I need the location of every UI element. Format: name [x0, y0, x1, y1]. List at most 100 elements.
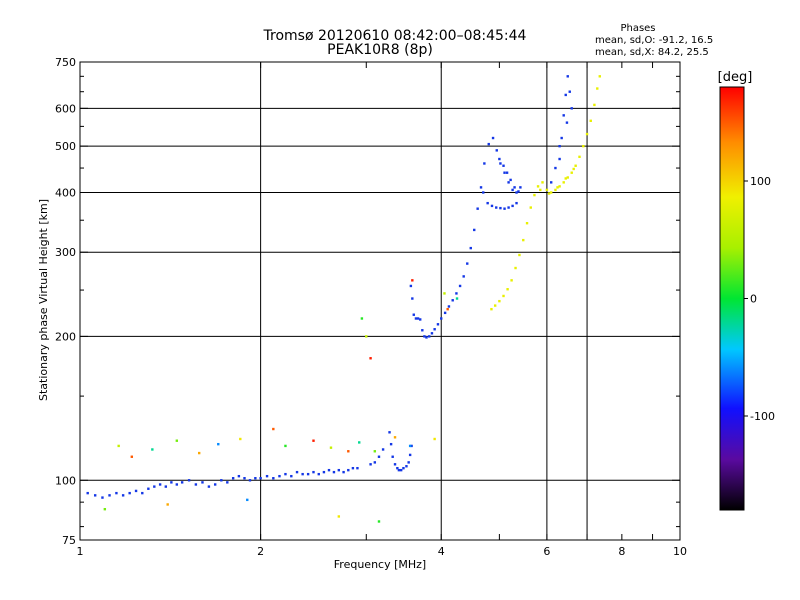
- scatter-point: [166, 503, 169, 506]
- o-mode-point: [381, 448, 385, 451]
- o-mode-point: [440, 317, 443, 320]
- o-mode-point: [562, 114, 565, 117]
- o-mode-point: [351, 466, 355, 470]
- o-mode-point: [507, 206, 510, 209]
- y-axis-label: Stationary phase Virtual Height [km]: [37, 199, 50, 401]
- o-mode-point: [295, 470, 299, 474]
- o-mode-point: [396, 466, 399, 470]
- x-mode-point: [533, 193, 536, 197]
- x-mode-point: [510, 279, 513, 282]
- o-mode-point: [194, 483, 198, 486]
- o-mode-point: [455, 292, 458, 295]
- o-mode-point: [564, 93, 567, 97]
- x-mode-point: [558, 185, 561, 188]
- scatter-point: [312, 439, 315, 442]
- x-axis-ticks: 1 2 4 6 8 10: [77, 62, 687, 558]
- o-mode-point: [428, 335, 431, 338]
- o-mode-point: [301, 472, 304, 476]
- o-mode-point: [423, 335, 426, 338]
- scatter-point: [455, 297, 459, 300]
- o-mode-point: [410, 444, 413, 448]
- o-mode-point: [503, 171, 506, 174]
- x-mode-point: [529, 206, 532, 209]
- o-mode-point: [565, 121, 569, 124]
- o-mode-point: [312, 470, 315, 474]
- o-mode-point: [549, 181, 553, 184]
- o-mode-point: [391, 455, 394, 458]
- o-mode-point: [93, 494, 97, 497]
- scatter-point: [377, 520, 381, 523]
- scatter-point: [239, 437, 242, 441]
- y-tick-label: 600: [55, 102, 76, 115]
- y-tick-label: 750: [55, 56, 76, 69]
- x-mode-point: [566, 176, 569, 179]
- o-mode-point: [416, 317, 420, 320]
- x-tick-label: 8: [618, 545, 625, 558]
- o-mode-point: [503, 207, 506, 210]
- scatter-point: [151, 448, 154, 451]
- y-tick-label: 100: [55, 474, 76, 487]
- x-mode-point: [556, 186, 559, 189]
- x-mode-point: [549, 191, 553, 194]
- o-mode-point: [517, 190, 520, 193]
- y-axis-ticks: 75 100 200 300 400 500 600 750: [55, 56, 680, 547]
- o-mode-point: [509, 178, 512, 182]
- stats-heading: Phases: [620, 23, 655, 34]
- o-mode-point: [447, 305, 451, 308]
- scatter-point: [360, 317, 364, 320]
- x-tick-label: 10: [673, 545, 687, 558]
- y-tick-label: 400: [55, 186, 76, 199]
- scatter-point: [358, 441, 361, 444]
- o-mode-point: [505, 171, 509, 174]
- o-mode-point: [220, 479, 223, 482]
- o-mode-point: [513, 186, 516, 189]
- o-mode-point: [519, 186, 522, 189]
- x-mode-point: [564, 177, 567, 180]
- stats-x-mode: mean, sd,X: 84.2, 25.5: [595, 47, 709, 58]
- x-mode-point: [598, 75, 601, 78]
- o-mode-point: [458, 284, 462, 288]
- x-axis-label: Frequency [MHz]: [334, 558, 426, 571]
- o-mode-point: [491, 136, 495, 140]
- scatter-point: [246, 498, 249, 502]
- o-mode-point: [414, 317, 418, 320]
- x-mode-point: [490, 307, 493, 311]
- o-mode-point: [377, 455, 381, 458]
- scatter-point: [217, 442, 220, 446]
- scatter-point: [329, 446, 333, 449]
- o-mode-point: [568, 90, 571, 93]
- o-mode-point: [259, 477, 262, 480]
- o-mode-point: [473, 228, 476, 232]
- x-mode-point: [522, 238, 525, 242]
- grid-lines: [80, 62, 680, 540]
- x-mode-point: [498, 299, 501, 303]
- o-mode-point: [399, 468, 403, 472]
- x-tick-label: 1: [77, 545, 84, 558]
- x-tick-label: 2: [257, 545, 264, 558]
- colorbar-ticks: 100 0 -100: [744, 175, 775, 423]
- scatter-point: [446, 307, 449, 311]
- o-mode-point: [290, 474, 293, 478]
- o-mode-point: [170, 481, 173, 484]
- o-mode-point: [327, 468, 331, 472]
- o-mode-point: [141, 491, 144, 495]
- colorbar-label: [deg]: [718, 70, 753, 85]
- o-mode-point: [164, 485, 168, 488]
- chart-title: Tromsø 20120610 08:42:00–08:45:44: [263, 28, 527, 44]
- o-mode-point: [175, 483, 179, 486]
- o-mode-point: [86, 491, 89, 495]
- o-mode-point: [134, 489, 138, 493]
- scatter-point: [373, 450, 377, 453]
- x-mode-point: [554, 188, 557, 192]
- x-mode-point: [525, 222, 529, 225]
- o-mode-point: [322, 470, 326, 474]
- o-mode-point: [511, 188, 514, 192]
- o-mode-point: [187, 479, 191, 482]
- o-mode-point: [388, 431, 391, 434]
- o-mode-point: [317, 472, 320, 476]
- o-mode-point: [483, 162, 486, 165]
- o-mode-point: [397, 468, 401, 472]
- y-tick-label: 500: [55, 140, 76, 153]
- scatter-point: [272, 427, 275, 431]
